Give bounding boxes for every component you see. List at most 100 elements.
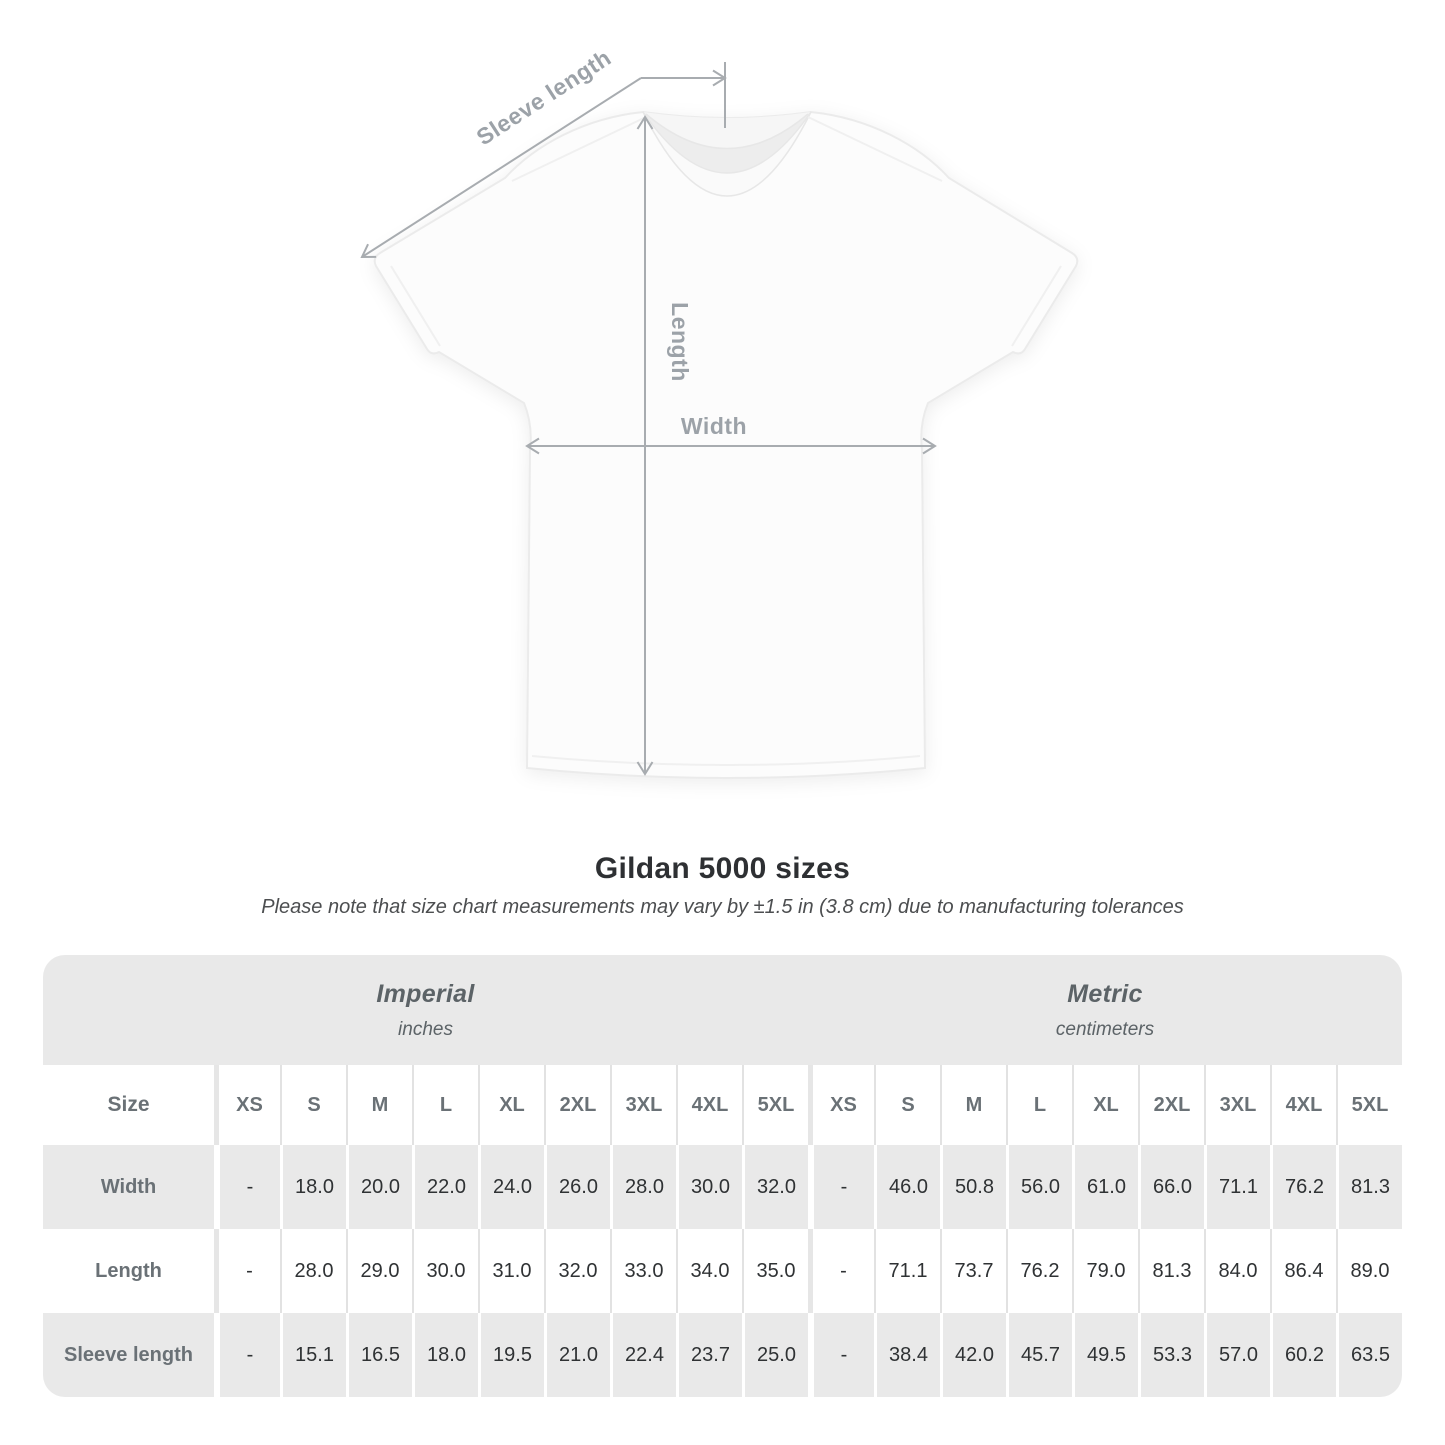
size-column-header: 2XL — [544, 1065, 610, 1145]
unit-group-header-row: Imperial inches Metric centimeters — [43, 955, 1402, 1065]
measurement-value-cell: 76.2 — [1006, 1229, 1072, 1313]
size-column-header: L — [1006, 1065, 1072, 1145]
collar-graphic — [642, 111, 812, 197]
measurement-value-cell: 73.7 — [940, 1229, 1006, 1313]
measurement-value-cell: 45.7 — [1006, 1313, 1072, 1397]
measurement-value-cell: 81.3 — [1138, 1229, 1204, 1313]
row-label: Length — [95, 1259, 162, 1282]
size-header-row: Size XS S M L XL 2XL 3XL 4XL 5XL XS S M L XL 2XL 3XL 4XL… — [43, 1065, 1402, 1145]
measurement-value-cell: 60.2 — [1270, 1313, 1336, 1397]
measurement-value-cell: 28.0 — [610, 1145, 676, 1229]
size-column-header: XL — [1072, 1065, 1138, 1145]
measurement-value-cell: - — [808, 1229, 874, 1313]
size-column-header: 3XL — [1204, 1065, 1270, 1145]
measurement-value-cell: 30.0 — [676, 1145, 742, 1229]
metric-group-header: Metric centimeters — [808, 955, 1402, 1065]
measurement-value-cell: 32.0 — [742, 1145, 808, 1229]
measurement-value-cell: 18.0 — [280, 1145, 346, 1229]
size-header-cell: Size — [107, 1093, 150, 1116]
size-column-header: M — [346, 1065, 412, 1145]
size-column-header: 5XL — [1336, 1065, 1402, 1145]
size-column-header: 5XL — [742, 1065, 808, 1145]
size-column-header: S — [280, 1065, 346, 1145]
measurement-value-cell: 71.1 — [874, 1229, 940, 1313]
metric-label: Metric — [1067, 979, 1143, 1008]
imperial-group-header: Imperial inches — [43, 955, 808, 1065]
left-cuff-seam — [390, 265, 441, 347]
measurement-value-cell: 57.0 — [1204, 1313, 1270, 1397]
metric-unit-label: centimeters — [1055, 1018, 1155, 1040]
size-column-header: XL — [478, 1065, 544, 1145]
measurement-value-cell: 19.5 — [478, 1313, 544, 1397]
size-column-header: S — [874, 1065, 940, 1145]
row-label: Sleeve length — [64, 1343, 193, 1366]
measurement-value-cell: 49.5 — [1072, 1313, 1138, 1397]
measurement-value-cell: 30.0 — [412, 1229, 478, 1313]
right-shoulder-seam — [807, 116, 943, 182]
measurement-value-cell: 25.0 — [742, 1313, 808, 1397]
measurement-value-cell: 34.0 — [676, 1229, 742, 1313]
size-column-header: XS — [808, 1065, 874, 1145]
measurement-value-cell: - — [214, 1145, 280, 1229]
measurement-value-cell: 24.0 — [478, 1145, 544, 1229]
measurement-value-cell: 23.7 — [676, 1313, 742, 1397]
measurement-value-cell: 16.5 — [346, 1313, 412, 1397]
table-row: Width -18.0 20.0 22.0 24.0 26.0 28.0 30.0 32.0-4… — [43, 1145, 1402, 1229]
measurement-value-cell: 26.0 — [544, 1145, 610, 1229]
table-row: Length -28.0 29.0 30.0 31.0 32.0 33.0 34.0 35.0-… — [43, 1229, 1402, 1313]
measurement-value-cell: 42.0 — [940, 1313, 1006, 1397]
measurement-value-cell: 53.3 — [1138, 1313, 1204, 1397]
size-column-header: 4XL — [1270, 1065, 1336, 1145]
size-column-header: 2XL — [1138, 1065, 1204, 1145]
tshirt-measurement-diagram: Sleeve length Length Width — [360, 44, 1079, 779]
measurement-value-cell: - — [808, 1145, 874, 1229]
measurement-value-cell: 79.0 — [1072, 1229, 1138, 1313]
size-table: Imperial inches Metric centimeters Size … — [43, 955, 1402, 1397]
row-label: Width — [100, 1175, 157, 1198]
measurement-value-cell: 18.0 — [412, 1313, 478, 1397]
measurement-value-cell: 86.4 — [1270, 1229, 1336, 1313]
measurement-value-cell: 33.0 — [610, 1229, 676, 1313]
imperial-unit-label: inches — [398, 1018, 453, 1040]
size-column-header: L — [412, 1065, 478, 1145]
measurement-value-cell: 56.0 — [1006, 1145, 1072, 1229]
measurement-value-cell: 71.1 — [1204, 1145, 1270, 1229]
measurement-value-cell: 66.0 — [1138, 1145, 1204, 1229]
measurement-value-cell: 76.2 — [1270, 1145, 1336, 1229]
measurement-value-cell: 29.0 — [346, 1229, 412, 1313]
measurement-value-cell: 21.0 — [544, 1313, 610, 1397]
measurement-value-cell: 89.0 — [1336, 1229, 1402, 1313]
measurement-value-cell: 32.0 — [544, 1229, 610, 1313]
size-column-header: 4XL — [676, 1065, 742, 1145]
length-label: Length — [667, 302, 693, 382]
measurement-value-cell: - — [214, 1313, 280, 1397]
table-body: Width -18.0 20.0 22.0 24.0 26.0 28.0 30.0 32.0-4… — [43, 1145, 1402, 1397]
measurement-value-cell: 38.4 — [874, 1313, 940, 1397]
measurement-value-cell: 20.0 — [346, 1145, 412, 1229]
size-column-header: 3XL — [610, 1065, 676, 1145]
sleeve-length-arrow — [360, 77, 642, 259]
measurement-value-cell: 81.3 — [1336, 1145, 1402, 1229]
right-cuff-seam — [1011, 265, 1062, 347]
imperial-label: Imperial — [376, 979, 475, 1008]
measurement-value-cell: 22.0 — [412, 1145, 478, 1229]
size-column-header: XS — [214, 1065, 280, 1145]
measurement-value-cell: 15.1 — [280, 1313, 346, 1397]
tolerance-note: Please note that size chart measurements… — [261, 896, 1184, 918]
measurement-value-cell: 50.8 — [940, 1145, 1006, 1229]
measurement-value-cell: 35.0 — [742, 1229, 808, 1313]
measurement-value-cell: - — [808, 1313, 874, 1397]
width-label: Width — [681, 413, 747, 439]
measurement-value-cell: 84.0 — [1204, 1229, 1270, 1313]
left-shoulder-seam — [511, 116, 647, 182]
measurement-value-cell: - — [214, 1229, 280, 1313]
measurement-value-cell: 22.4 — [610, 1313, 676, 1397]
page-title: Gildan 5000 sizes — [594, 852, 851, 885]
table-row: Sleeve length -15.1 16.5 18.0 19.5 21.0 22.4 23… — [43, 1313, 1402, 1397]
measurement-value-cell: 63.5 — [1336, 1313, 1402, 1397]
measurement-value-cell: 31.0 — [478, 1229, 544, 1313]
measurement-value-cell: 46.0 — [874, 1145, 940, 1229]
measurement-value-cell: 28.0 — [280, 1229, 346, 1313]
measurement-value-cell: 61.0 — [1072, 1145, 1138, 1229]
